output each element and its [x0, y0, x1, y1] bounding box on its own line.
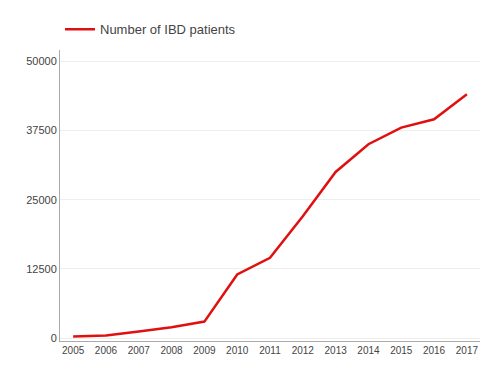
svg-text:50000: 50000	[26, 55, 57, 67]
svg-text:2010: 2010	[226, 345, 249, 356]
svg-text:2014: 2014	[357, 345, 380, 356]
svg-text:12500: 12500	[26, 263, 57, 275]
svg-text:2013: 2013	[325, 345, 348, 356]
svg-text:25000: 25000	[26, 194, 57, 206]
svg-text:2017: 2017	[456, 345, 479, 356]
svg-text:2005: 2005	[62, 345, 85, 356]
svg-text:2011: 2011	[259, 345, 281, 356]
svg-text:2012: 2012	[292, 345, 315, 356]
svg-text:2008: 2008	[160, 345, 183, 356]
svg-text:0: 0	[51, 332, 57, 344]
svg-text:2015: 2015	[390, 345, 413, 356]
svg-text:2007: 2007	[128, 345, 151, 356]
svg-text:2009: 2009	[193, 345, 216, 356]
svg-text:2016: 2016	[423, 345, 446, 356]
svg-text:2006: 2006	[95, 345, 118, 356]
svg-text:37500: 37500	[26, 124, 57, 136]
svg-text:Number of IBD patients: Number of IBD patients	[100, 22, 236, 37]
